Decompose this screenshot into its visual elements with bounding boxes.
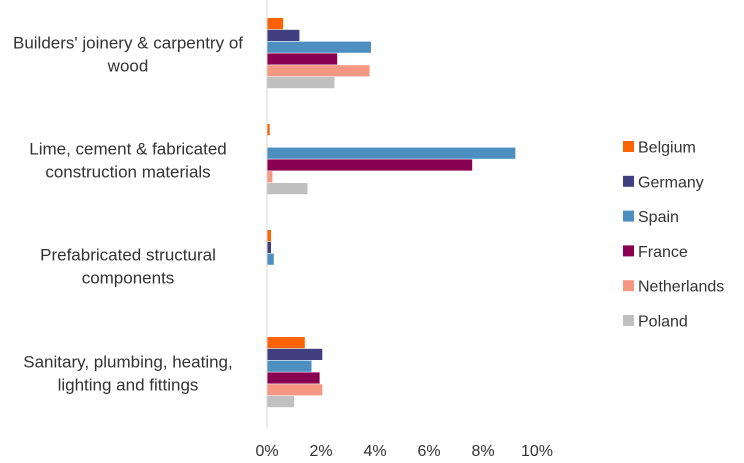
bar-netherlands-cat4 xyxy=(267,384,323,396)
bar-belgium-cat1 xyxy=(267,18,284,30)
category-label-2-line1: Lime, cement & fabricated xyxy=(29,139,226,158)
legend-swatch-germany xyxy=(623,175,634,187)
x-tick-label-0: 0% xyxy=(255,443,278,460)
legend-swatch-spain xyxy=(623,210,634,222)
category-labels: Builders' joinery & carpentry of wood Lime… xyxy=(13,33,243,394)
category-label-1-line1: Builders' joinery & carpentry of xyxy=(13,33,243,52)
legend-label-france: France xyxy=(638,244,688,261)
bar-netherlands-cat1 xyxy=(267,65,370,77)
bar-poland-cat1 xyxy=(267,77,335,89)
bar-spain-cat2 xyxy=(267,147,516,159)
bar-france-cat4 xyxy=(267,372,320,384)
legend-swatch-france xyxy=(623,245,634,257)
bar-netherlands-cat2 xyxy=(267,171,273,183)
legend-label-spain: Spain xyxy=(638,209,679,226)
bar-belgium-cat4 xyxy=(267,337,305,349)
bar-spain-cat4 xyxy=(267,360,312,372)
bar-poland-cat4 xyxy=(267,396,294,408)
x-axis-tick-labels: 0% 2% 4% 6% 8% 10% xyxy=(255,443,553,460)
x-tick-label-4: 8% xyxy=(471,443,494,460)
bars-group xyxy=(267,18,516,408)
category-label-2-line2: construction materials xyxy=(45,162,210,181)
bar-belgium-cat2 xyxy=(267,124,270,136)
x-tick-label-1: 2% xyxy=(309,443,332,460)
category-label-1-line2: wood xyxy=(107,56,149,75)
bar-france-cat2 xyxy=(267,159,473,171)
category-label-3-line2: components xyxy=(82,268,175,287)
bar-spain-cat3 xyxy=(267,253,274,265)
category-label-4-line2: lighting and fittings xyxy=(58,375,199,394)
legend-swatch-belgium xyxy=(623,141,634,152)
bar-poland-cat2 xyxy=(267,183,308,195)
legend: Belgium Germany Spain France Netherlands Pola… xyxy=(623,140,724,331)
legend-label-netherlands: Netherlands xyxy=(638,279,724,296)
legend-label-belgium: Belgium xyxy=(638,140,696,157)
legend-label-germany: Germany xyxy=(638,174,704,191)
bar-germany-cat4 xyxy=(267,348,323,360)
x-tick-label-5: 10% xyxy=(521,443,553,460)
bar-germany-cat1 xyxy=(267,29,300,41)
legend-swatch-poland xyxy=(623,315,634,326)
x-tick-label-3: 6% xyxy=(417,443,440,460)
legend-swatch-netherlands xyxy=(623,280,634,292)
x-tick-label-2: 4% xyxy=(363,443,386,460)
legend-label-poland: Poland xyxy=(638,314,688,331)
bar-belgium-cat3 xyxy=(267,230,271,242)
category-label-3-line1: Prefabricated structural xyxy=(40,245,216,264)
bar-germany-cat3 xyxy=(267,241,271,253)
bar-france-cat1 xyxy=(267,53,338,65)
bar-spain-cat1 xyxy=(267,41,371,53)
category-label-4-line1: Sanitary, plumbing, heating, xyxy=(23,352,232,371)
